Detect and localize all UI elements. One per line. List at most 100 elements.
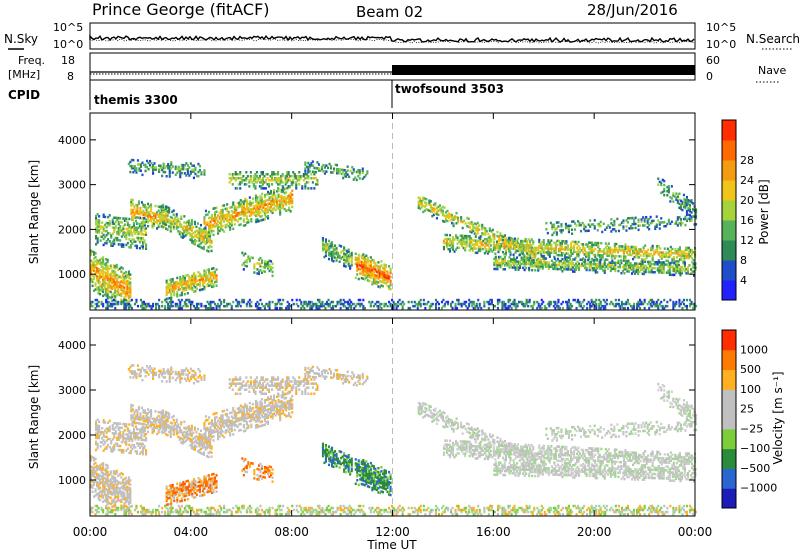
power-cell-3926 [613, 219, 616, 223]
power-cell-2694 [470, 237, 473, 240]
power-cell-1876 [314, 183, 317, 186]
power-cell-4629 [516, 302, 519, 306]
power-cell-194 [114, 295, 117, 298]
power-cell-2825 [517, 249, 520, 253]
power-cell-3177 [635, 247, 638, 251]
power-cell-457 [126, 229, 129, 233]
power-cell-4688 [566, 300, 569, 304]
power-cell-2372 [428, 209, 431, 212]
power-cell-2483 [481, 227, 484, 231]
power-cell-618 [147, 202, 150, 206]
power-cell-191 [112, 264, 115, 267]
power-cell-4152 [115, 300, 118, 304]
power-cell-2682 [467, 235, 470, 238]
power-cell-3039 [588, 251, 591, 254]
power-cell-881 [172, 213, 175, 216]
power-cell-3108 [610, 252, 613, 256]
power-cell-3119 [613, 242, 616, 246]
power-cell-3094 [606, 250, 609, 253]
power-cell-1491 [256, 208, 259, 211]
power-cell-842 [163, 220, 166, 224]
power-cell-2502 [491, 234, 494, 238]
power-cell-521 [140, 229, 143, 232]
power-cell-3858 [555, 227, 558, 230]
power-cell-3093 [606, 252, 609, 255]
power-cell-2875 [533, 252, 536, 256]
power-cell-1942 [304, 167, 307, 170]
power-cell-1475 [253, 205, 256, 208]
power-cell-261 [123, 282, 126, 285]
power-cell-231 [118, 267, 121, 270]
power-cell-4699 [575, 306, 578, 310]
power-cell-1557 [268, 208, 271, 211]
power-cell-3050 [591, 249, 594, 253]
power-cell-3301 [683, 256, 686, 260]
power-cell-1394 [236, 220, 239, 223]
power-cell-1018 [206, 237, 209, 240]
power-cell-2923 [548, 241, 551, 244]
power-cell-2072 [331, 257, 334, 260]
power-cell-3026 [583, 247, 586, 250]
power-cell-580 [137, 210, 140, 213]
power-cell-2033 [366, 172, 369, 175]
power-cell-2804 [509, 243, 512, 246]
power-cell-1079 [174, 285, 177, 288]
power-cell-2830 [518, 249, 521, 253]
power-cell-3260 [669, 261, 672, 265]
power-cell-4306 [245, 304, 248, 308]
power-cell-936 [189, 234, 192, 237]
power-cell-4714 [587, 300, 590, 304]
power-cell-945 [190, 235, 193, 238]
power-cell-2736 [485, 242, 488, 245]
power-cell-1150 [191, 274, 194, 278]
power-cell-2674 [464, 236, 467, 240]
power-cell-2772 [498, 246, 501, 250]
power-cell-3510 [559, 259, 562, 263]
power-cell-4486 [395, 306, 398, 310]
power-cell-4275 [215, 304, 218, 308]
power-cell-403 [114, 224, 117, 228]
power-cell-26 [93, 267, 96, 270]
power-cell-1558 [268, 206, 271, 209]
power-cell-3735 [650, 270, 653, 274]
power-cell-4402 [324, 302, 327, 306]
power-cell-4366 [303, 306, 306, 310]
power-cell-4731 [598, 302, 601, 306]
power-cell-199 [114, 283, 117, 286]
power-cell-2044 [323, 245, 326, 249]
power-cell-2415 [444, 211, 447, 214]
power-cell-3732 [649, 264, 652, 268]
power-cell-2484 [481, 225, 484, 229]
power-cell-242 [120, 266, 123, 269]
power-cell-124 [105, 272, 108, 275]
power-cell-1009 [204, 236, 207, 239]
power-cell-3973 [648, 227, 651, 231]
velocity-cell-27 [93, 471, 96, 474]
power-cell-1690 [236, 177, 239, 180]
power-cell-781 [179, 175, 182, 179]
power-cell-4794 [648, 306, 651, 310]
power-cell-4716 [589, 304, 592, 308]
power-cell-2001 [343, 175, 346, 178]
power-cell-1832 [295, 187, 298, 190]
power-cell-2647 [455, 234, 458, 237]
power-cell-3810 [677, 263, 680, 267]
power-cell-3478 [546, 265, 549, 268]
power-cell-1213 [208, 270, 211, 273]
power-cell-4077 [681, 200, 684, 204]
power-cell-3557 [578, 268, 581, 271]
power-cell-1626 [282, 200, 285, 203]
power-cell-4073 [679, 203, 682, 207]
power-cell-4443 [353, 302, 356, 306]
power-cell-2185 [362, 265, 365, 268]
power-cell-3959 [637, 218, 640, 221]
power-cell-3494 [553, 263, 556, 267]
power-cell-4293 [232, 300, 235, 304]
power-cell-181 [112, 292, 115, 295]
power-cell-1838 [296, 179, 299, 182]
power-cell-1197 [203, 269, 206, 272]
power-cell-1700 [239, 171, 242, 174]
power-cell-2823 [515, 241, 518, 245]
power-cell-4745 [608, 302, 611, 306]
power-cell-3567 [582, 260, 585, 264]
